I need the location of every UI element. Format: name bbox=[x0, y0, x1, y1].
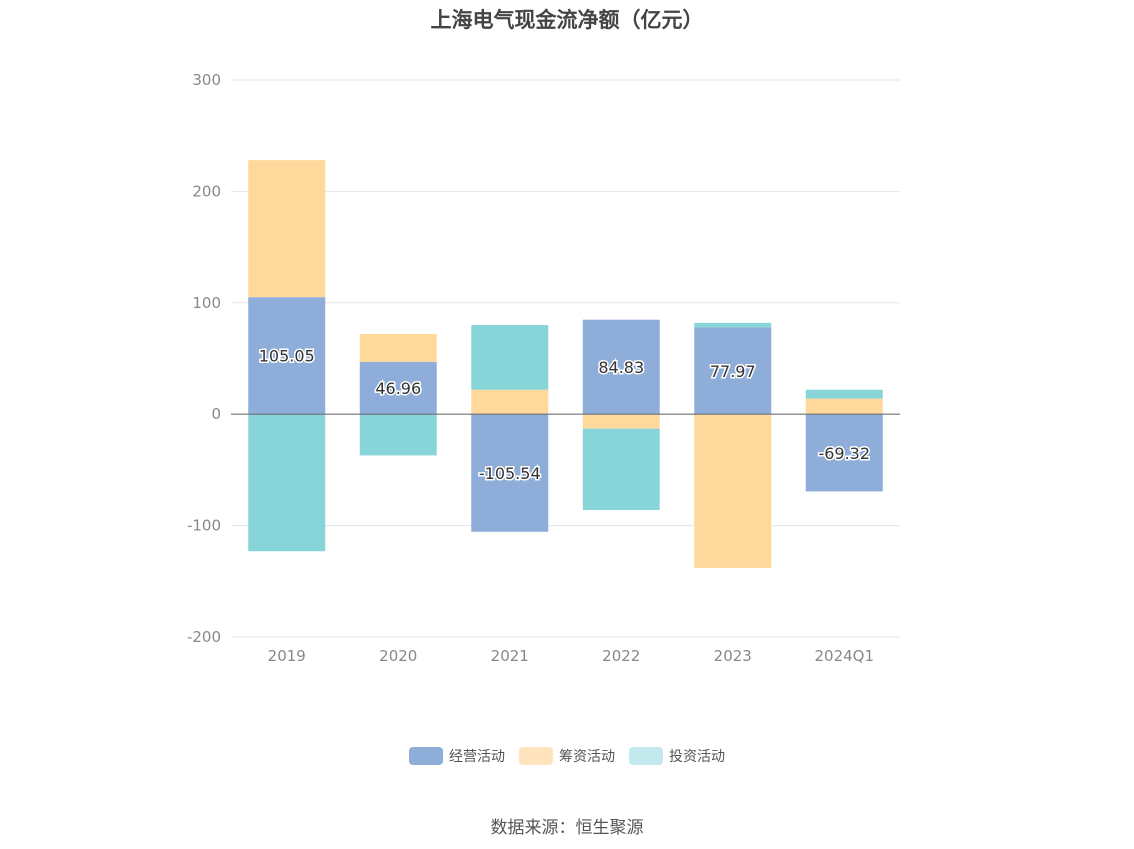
x-tick-label: 2024Q1 bbox=[814, 647, 874, 665]
bar-financing bbox=[471, 389, 549, 415]
y-tick-label: -200 bbox=[187, 628, 221, 646]
bar-investing bbox=[694, 322, 772, 328]
x-tick-label: 2020 bbox=[379, 647, 417, 665]
bar-investing bbox=[805, 389, 883, 399]
x-tick-label: 2019 bbox=[268, 647, 306, 665]
data-label: 84.83 bbox=[598, 358, 644, 377]
x-tick-label: 2023 bbox=[714, 647, 752, 665]
data-label: 105.05 bbox=[259, 347, 315, 366]
grid-layer bbox=[231, 79, 900, 638]
bar-financing bbox=[805, 398, 883, 415]
axis-layer: 300 200 100 0 -100 -200 2019 2020 2021 2022 2023 20… bbox=[187, 71, 900, 665]
bar-operating bbox=[805, 414, 883, 492]
data-label: 46.96 bbox=[375, 379, 421, 398]
legend-label-financing: 筹资活动 bbox=[559, 749, 615, 765]
bar-layer bbox=[248, 160, 883, 568]
legend: 经营活动 筹资活动 投资活动 bbox=[0, 746, 1134, 766]
bar-financing bbox=[248, 160, 326, 298]
chart-title: 上海电气现金流净额（亿元） bbox=[430, 8, 704, 32]
bar-investing bbox=[248, 414, 326, 552]
data-label: -105.54 bbox=[479, 464, 541, 483]
y-tick-label: 100 bbox=[192, 294, 221, 312]
bar-operating bbox=[582, 319, 660, 415]
data-label: -69.32 bbox=[818, 444, 870, 463]
bar-investing bbox=[471, 325, 549, 390]
bar-operating bbox=[694, 327, 772, 415]
bar-financing bbox=[694, 414, 772, 568]
bar-operating bbox=[359, 361, 437, 415]
y-tick-label: -100 bbox=[187, 517, 221, 535]
legend-swatch-financing bbox=[519, 747, 553, 765]
label-layer: 105.05 46.96 -105.54 84.83 77.97 -69.32 bbox=[257, 345, 871, 484]
legend-swatch-operating bbox=[409, 747, 443, 765]
bar-investing bbox=[582, 428, 660, 511]
bar-financing bbox=[582, 414, 660, 429]
source-note: 数据来源：恒生聚源 bbox=[490, 818, 644, 838]
legend-item-financing[interactable]: 筹资活动 bbox=[519, 746, 615, 766]
legend-item-operating[interactable]: 经营活动 bbox=[409, 746, 505, 766]
legend-swatch-investing bbox=[629, 747, 663, 765]
bar-operating bbox=[471, 414, 549, 532]
bar-investing bbox=[359, 414, 437, 456]
legend-label-investing: 投资活动 bbox=[669, 749, 725, 765]
x-tick-label: 2022 bbox=[602, 647, 640, 665]
y-tick-label: 0 bbox=[211, 405, 221, 423]
bar-operating bbox=[248, 297, 326, 415]
legend-item-investing[interactable]: 投资活动 bbox=[629, 746, 725, 766]
data-label: 77.97 bbox=[710, 362, 756, 381]
x-tick-label: 2021 bbox=[491, 647, 529, 665]
y-tick-label: 200 bbox=[192, 182, 221, 200]
y-tick-label: 300 bbox=[192, 71, 221, 89]
legend-label-operating: 经营活动 bbox=[449, 749, 505, 765]
bar-financing bbox=[359, 334, 437, 362]
